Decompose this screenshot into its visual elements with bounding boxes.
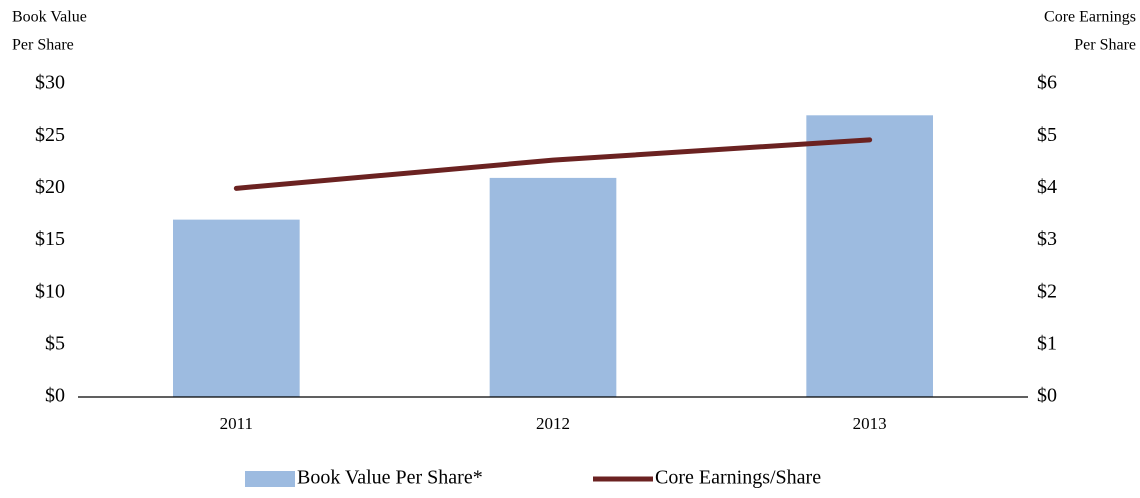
y-tick-label: $10: [35, 280, 65, 302]
x-tick-label: 2012: [536, 414, 570, 433]
y2-tick-label: $0: [1037, 385, 1057, 407]
y-tick-label: $15: [35, 228, 65, 250]
y-tick-label: $30: [35, 72, 65, 94]
y-tick-label: $5: [45, 332, 65, 354]
y2-tick-label: $1: [1037, 332, 1057, 354]
y-tick-label: $25: [35, 124, 65, 146]
legend-swatch: [245, 471, 295, 487]
x-tick-label: 2013: [853, 414, 887, 433]
y2-tick-label: $4: [1037, 176, 1057, 198]
y2-axis-label: Core Earnings: [1044, 9, 1136, 26]
y2-tick-label: $2: [1037, 280, 1057, 302]
y2-axis-label: Per Share: [1074, 37, 1136, 54]
x-tick-label: 2011: [220, 414, 253, 433]
bar: [173, 219, 300, 397]
line: [233, 137, 873, 191]
y-axis-label: Per Share: [12, 37, 74, 54]
y-axis-label: Book Value: [12, 9, 87, 26]
legend-label: Core Earnings/Share: [655, 467, 821, 489]
y2-tick-label: $3: [1037, 228, 1057, 250]
bar: [489, 177, 617, 397]
y-tick-label: $20: [35, 176, 65, 198]
legend-label: Book Value Per Share*: [297, 467, 483, 489]
bar: [806, 115, 933, 398]
y2-tick-label: $6: [1037, 72, 1057, 94]
y-tick-label: $0: [45, 385, 65, 407]
y2-tick-label: $5: [1037, 124, 1057, 146]
